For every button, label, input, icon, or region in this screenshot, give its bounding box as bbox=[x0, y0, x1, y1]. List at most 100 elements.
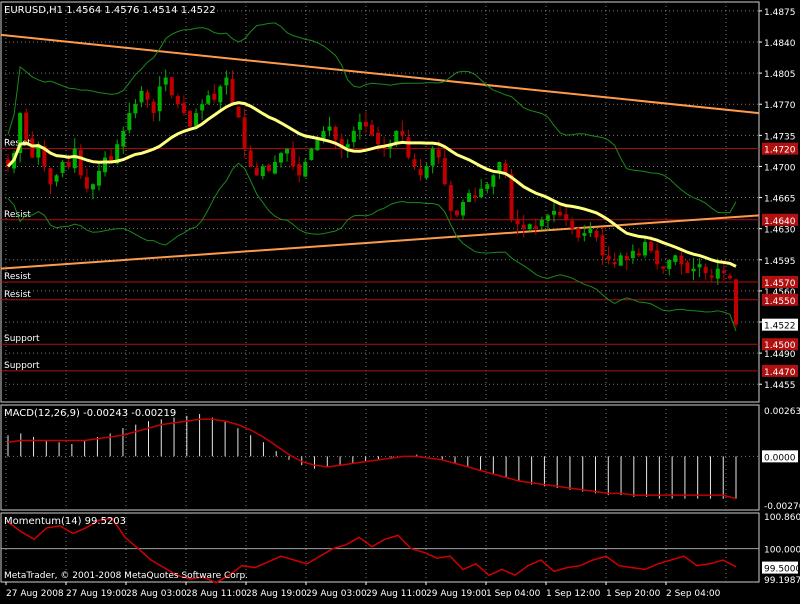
level-price-text: 1.4500 bbox=[764, 341, 796, 351]
momentum-title: Momentum(14) 99.5203 bbox=[4, 516, 126, 527]
momentum-tick-label: 99.1987 bbox=[764, 576, 800, 586]
candle-body bbox=[606, 255, 611, 260]
candle-body bbox=[212, 93, 217, 100]
candle-body bbox=[582, 233, 587, 236]
candle-body bbox=[727, 275, 732, 279]
candle-body bbox=[18, 113, 23, 154]
candle-body bbox=[721, 270, 726, 274]
candle-body bbox=[418, 168, 423, 176]
candle-body bbox=[442, 158, 447, 185]
level-price-tag bbox=[762, 142, 798, 155]
time-tick-label: 29 Aug 11:00 bbox=[366, 589, 427, 599]
candle-body bbox=[109, 156, 114, 162]
candle-body bbox=[254, 167, 259, 176]
candle-body bbox=[60, 162, 65, 173]
time-tick-label: 1 Sep 20:00 bbox=[606, 589, 661, 599]
candle-body bbox=[175, 96, 180, 105]
panel-frames bbox=[0, 1, 760, 583]
candle-body bbox=[218, 86, 223, 103]
candle-body bbox=[564, 214, 569, 220]
candle-body bbox=[42, 146, 47, 167]
candle-body bbox=[339, 138, 344, 149]
candle-body bbox=[266, 164, 271, 171]
price-tick-label: 1.4805 bbox=[764, 70, 796, 80]
candle-body bbox=[236, 106, 241, 118]
candle-body bbox=[363, 121, 368, 127]
time-tick-label: 29 Aug 19:00 bbox=[426, 589, 487, 599]
time-tick-label: 29 Aug 03:00 bbox=[306, 589, 367, 599]
candle-body bbox=[285, 148, 290, 154]
candle-body bbox=[279, 153, 283, 163]
momentum-tick-label: 99.5000 bbox=[764, 565, 800, 575]
level-label: Resist bbox=[4, 290, 31, 300]
time-tick-label: 1 Sep 04:00 bbox=[486, 589, 541, 599]
candle-body bbox=[715, 268, 720, 279]
candle-body bbox=[327, 126, 332, 131]
candle-body bbox=[539, 219, 544, 227]
candle-body bbox=[679, 255, 684, 265]
level-label: Resist bbox=[4, 272, 31, 282]
bollinger-bands bbox=[7, 22, 737, 332]
candle-body bbox=[636, 253, 641, 256]
candle-body bbox=[90, 184, 95, 190]
candle-body bbox=[54, 175, 59, 182]
candle-body bbox=[734, 279, 738, 325]
macd-tick-label: 0.00263 bbox=[764, 407, 800, 417]
level-price-tag bbox=[762, 364, 798, 377]
price-tick-label: 1.4770 bbox=[764, 101, 796, 111]
candle-body bbox=[133, 104, 138, 114]
candle-body bbox=[121, 130, 126, 147]
time-tick-label: 1 Sep 12:00 bbox=[546, 589, 601, 599]
candle-body bbox=[315, 139, 320, 151]
candle-body bbox=[388, 144, 393, 149]
price-chart-title: EURUSD,H1 1.4564 1.4576 1.4514 1.4522 bbox=[4, 5, 216, 16]
trend-lines[interactable] bbox=[0, 33, 760, 270]
candle-body bbox=[248, 150, 253, 167]
level-price-tag bbox=[762, 276, 798, 288]
candle-body bbox=[667, 259, 672, 269]
candle-body bbox=[376, 132, 381, 145]
candle-body bbox=[115, 144, 120, 164]
candle-body bbox=[448, 185, 453, 211]
candle-body bbox=[703, 266, 708, 274]
candle-body bbox=[309, 148, 314, 160]
candle-body bbox=[594, 230, 599, 238]
candle-body bbox=[649, 241, 654, 251]
current-price-tag bbox=[762, 318, 798, 331]
candle-body bbox=[467, 193, 472, 202]
time-tick-label: 28 Aug 11:00 bbox=[186, 589, 247, 599]
candle-body bbox=[691, 268, 696, 272]
price-grid bbox=[1, 2, 759, 402]
candle-body bbox=[576, 228, 581, 238]
candle-body bbox=[84, 177, 89, 189]
candle-body bbox=[303, 162, 308, 177]
time-tick-label: 2 Sep 04:00 bbox=[666, 589, 721, 599]
candle-body bbox=[479, 188, 484, 198]
level-price-text: 1.4640 bbox=[764, 217, 796, 227]
candle-body bbox=[521, 224, 526, 229]
candle-body bbox=[48, 168, 53, 185]
candle-body bbox=[552, 210, 556, 215]
trend-line-upper[interactable] bbox=[0, 33, 760, 115]
momentum-panel[interactable]: Momentum(14) 99.5203 bbox=[1, 513, 759, 584]
level-price-text: 1.4470 bbox=[764, 368, 796, 378]
macd-title: MACD(12,26,9) -0.00243 -0.00219 bbox=[4, 408, 176, 419]
candle-body bbox=[291, 148, 296, 167]
momentum-path bbox=[7, 517, 737, 584]
candle-body bbox=[145, 92, 150, 100]
candle-body bbox=[661, 266, 666, 269]
candle-body bbox=[491, 175, 496, 187]
level-label: Support bbox=[4, 361, 40, 371]
level-price-tag bbox=[762, 213, 798, 226]
momentum-grid bbox=[1, 513, 759, 582]
macd-tick-label: -0.00276 bbox=[764, 502, 800, 512]
candle-body bbox=[412, 159, 417, 167]
macd-panel[interactable]: MACD(12,26,9) -0.00243 -0.00219 bbox=[1, 405, 759, 510]
macd-zero-tag bbox=[762, 450, 798, 463]
trend-line-lower[interactable] bbox=[0, 214, 760, 270]
price-tick-label: 1.4455 bbox=[764, 381, 796, 391]
